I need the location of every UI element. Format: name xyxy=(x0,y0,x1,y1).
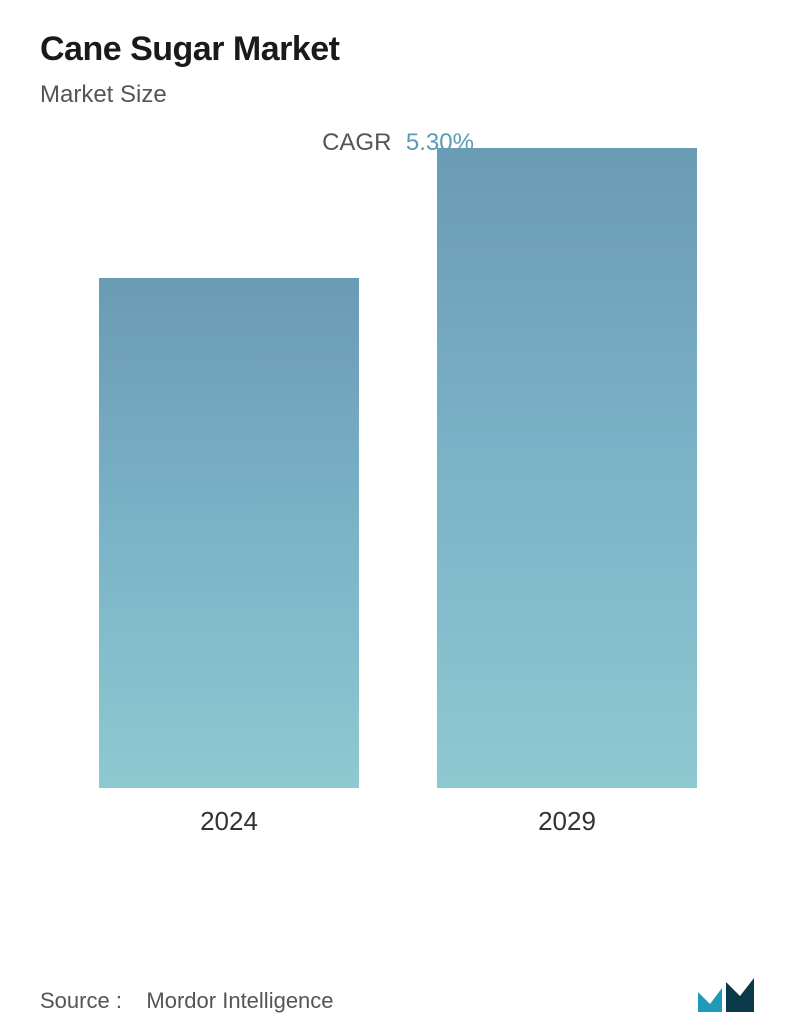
bar-wrapper-2024: 2024 xyxy=(89,278,369,837)
chart-area: 2024 2029 xyxy=(40,177,756,897)
logo-icon xyxy=(696,974,756,1014)
bar-wrapper-2029: 2029 xyxy=(427,148,707,837)
bar-label-2024: 2024 xyxy=(200,806,258,837)
footer: Source : Mordor Intelligence xyxy=(40,973,756,1014)
bar-label-2029: 2029 xyxy=(538,806,596,837)
page-title: Cane Sugar Market xyxy=(40,30,756,69)
cagr-label: CAGR xyxy=(322,129,391,156)
bar-2024 xyxy=(99,278,359,788)
bars-container: 2024 2029 xyxy=(40,177,756,837)
bar-2029 xyxy=(437,148,697,788)
source-label: Source : xyxy=(40,988,122,1013)
source-value: Mordor Intelligence xyxy=(146,988,333,1013)
source-text: Source : Mordor Intelligence xyxy=(40,988,334,1014)
subtitle: Market Size xyxy=(40,81,756,109)
source-spacer xyxy=(128,988,140,1013)
